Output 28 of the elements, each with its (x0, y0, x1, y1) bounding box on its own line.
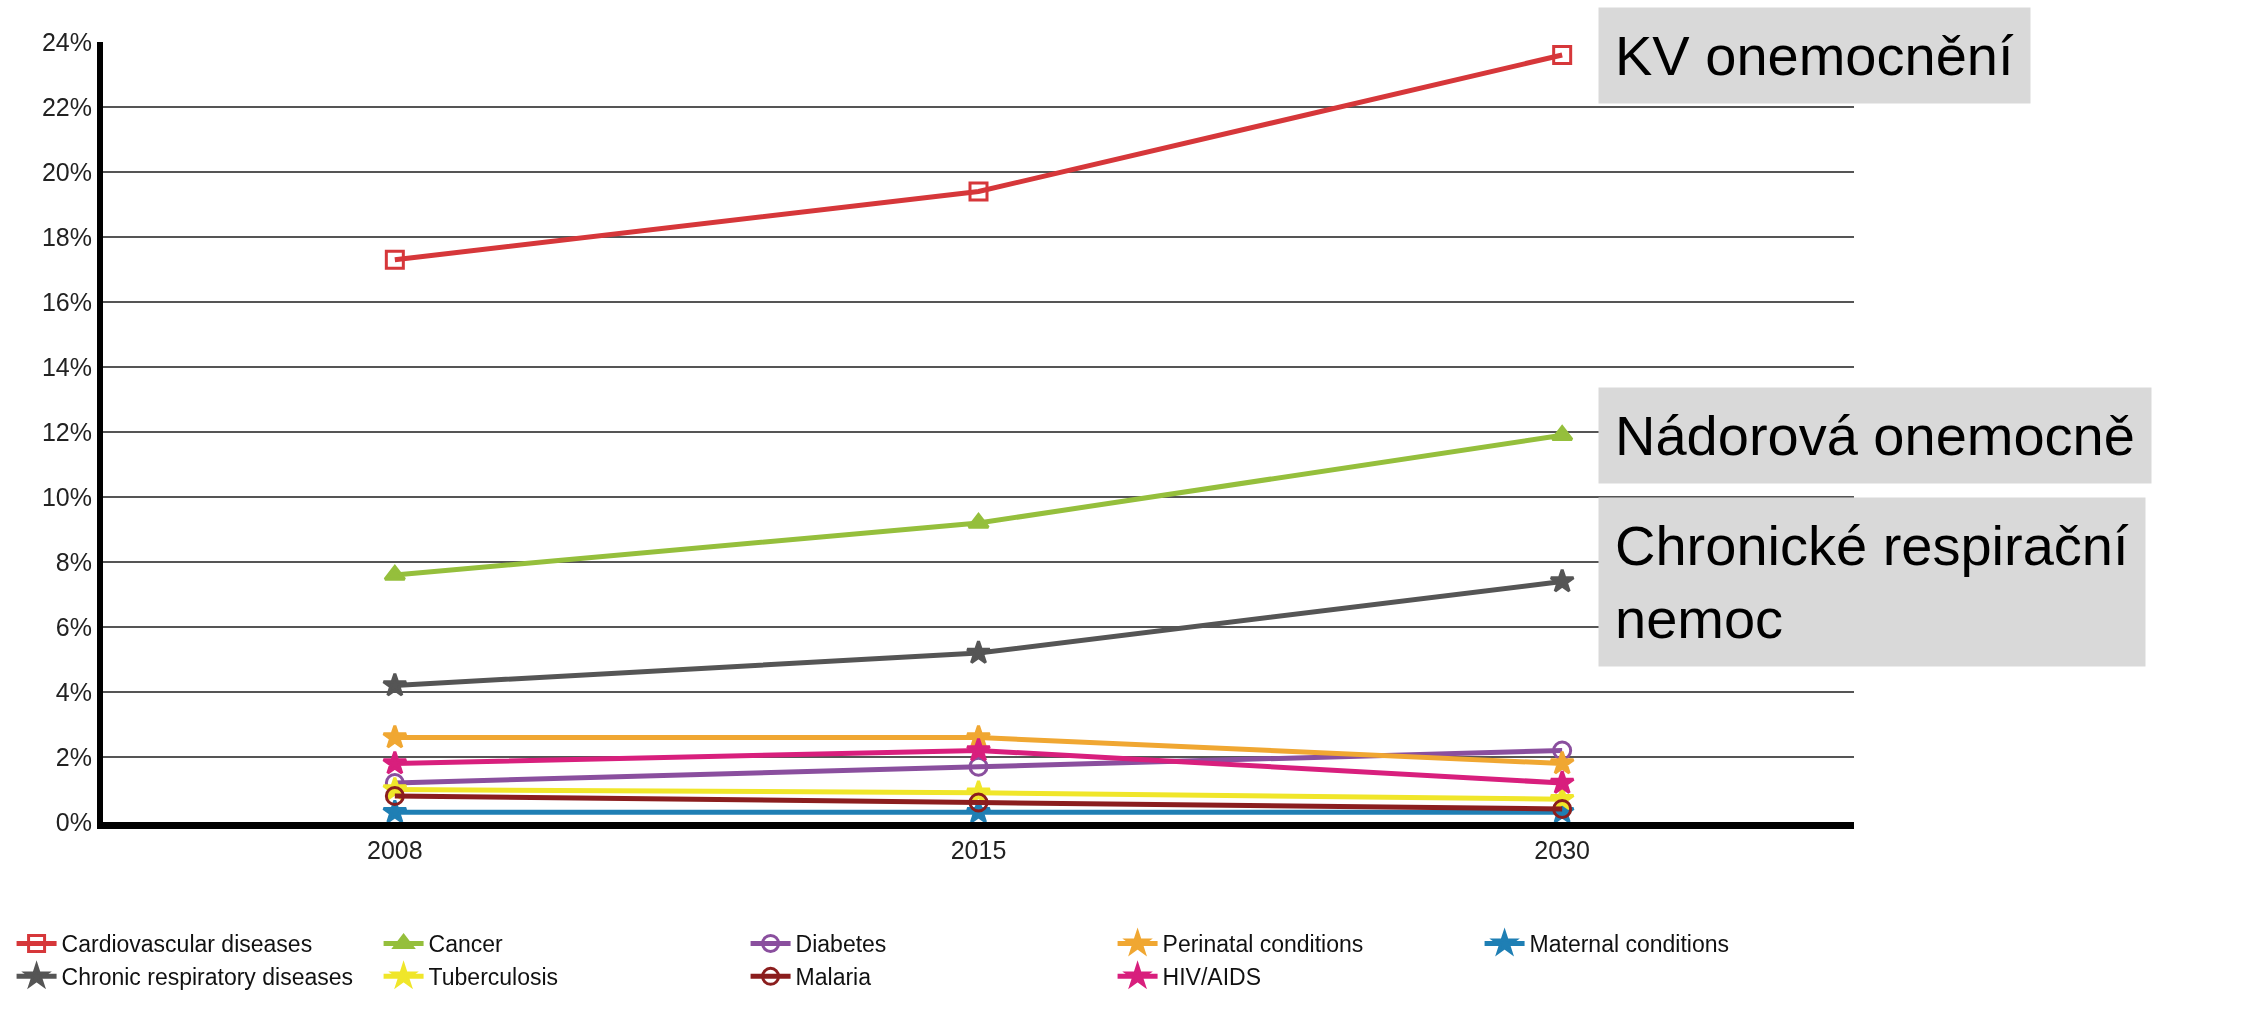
x-tick-label: 2015 (950, 836, 1007, 864)
y-tick-label: 4% (55, 677, 92, 706)
legend-label: Maternal conditions (1529, 931, 1730, 958)
legend-label: Malaria (795, 964, 872, 991)
y-tick-label: 20% (41, 157, 92, 186)
legend-label: Diabetes (795, 931, 887, 958)
annotation: Nádorová onemocně (1615, 404, 2135, 467)
y-tick-label: 14% (41, 352, 92, 381)
y-tick-label: 18% (41, 222, 92, 251)
legend-label: Chronic respiratory diseases (61, 964, 354, 991)
y-tick-label: 8% (55, 547, 92, 576)
legend-label: Cardiovascular diseases (61, 931, 313, 958)
y-tick-label: 10% (41, 482, 92, 511)
x-tick-label: 2030 (1534, 836, 1590, 864)
y-tick-label: 12% (41, 417, 92, 446)
y-tick-label: 22% (41, 92, 92, 121)
y-tick-label: 0% (55, 807, 92, 836)
y-tick-label: 2% (55, 742, 92, 771)
annotation: Chronické respirační nemoc (1615, 514, 2129, 650)
legend-label: Tuberculosis (428, 964, 559, 991)
legend-label: HIV/AIDS (1162, 964, 1261, 991)
y-tick-label: 6% (55, 612, 92, 641)
annotation: KV onemocnění (1615, 24, 2014, 87)
legend-label: Perinatal conditions (1162, 931, 1364, 958)
y-tick-label: 16% (41, 287, 92, 316)
x-tick-label: 2008 (367, 836, 423, 864)
y-tick-label: 24% (41, 27, 92, 56)
legend-label: Cancer (428, 931, 504, 958)
